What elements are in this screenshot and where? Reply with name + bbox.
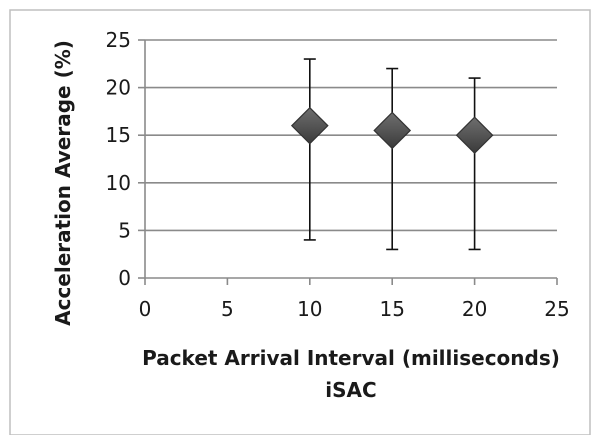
- x-tick-label-0: 0: [139, 297, 152, 321]
- x-tick-label-15: 15: [379, 297, 404, 321]
- y-tick-labels: 0 5 10 15 20 25: [106, 28, 131, 290]
- y-tick-label-10: 10: [106, 171, 131, 195]
- y-tick-label-20: 20: [106, 76, 131, 100]
- x-tick-labels: 0 5 10 15 20 25: [139, 297, 570, 321]
- axis-layer: [138, 39, 558, 285]
- error-bars: [303, 58, 481, 251]
- chart-border: [9, 9, 591, 436]
- x-tick-label-25: 25: [544, 297, 569, 321]
- x-axis-title: Packet Arrival Interval (milliseconds): [142, 346, 560, 370]
- data-point-10: [290, 106, 329, 145]
- y-tick-label-15: 15: [106, 123, 131, 147]
- x-tick-label-10: 10: [297, 297, 322, 321]
- x-tick-label-5: 5: [221, 297, 234, 321]
- chart-subtitle: iSAC: [325, 378, 376, 402]
- data-point-20: [455, 116, 494, 155]
- y-tick-label-5: 5: [118, 218, 131, 242]
- y-tick-label-0: 0: [118, 266, 131, 290]
- x-tick-label-20: 20: [462, 297, 487, 321]
- grid-layer: [145, 39, 557, 232]
- data-points: [290, 106, 494, 155]
- y-tick-label-25: 25: [106, 28, 131, 52]
- data-point-15: [373, 111, 412, 150]
- y-axis-title: Acceleration Average (%): [51, 40, 75, 326]
